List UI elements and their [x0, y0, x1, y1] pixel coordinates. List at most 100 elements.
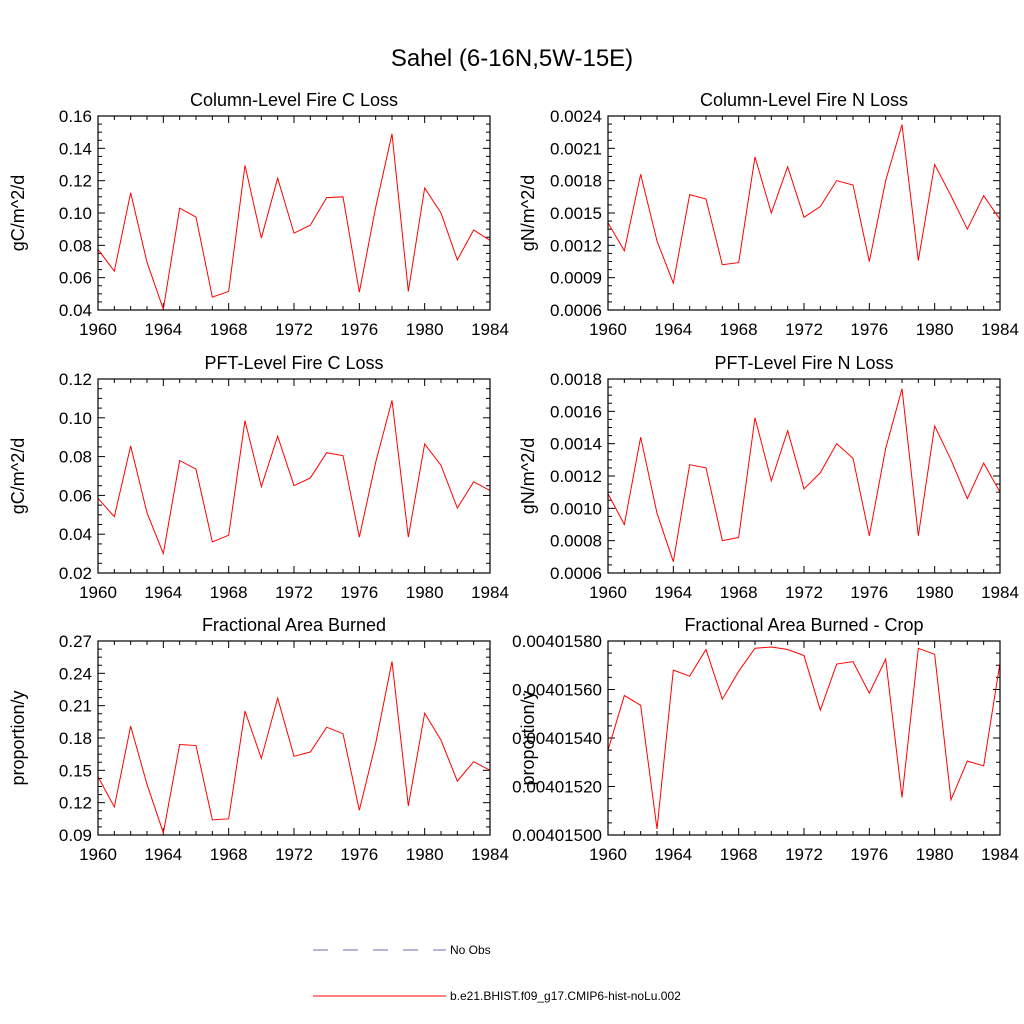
x-tick-label: 1960	[79, 320, 117, 339]
x-tick-label: 1960	[79, 583, 117, 602]
y-tick-label: 0.02	[59, 564, 92, 583]
x-tick-label: 1984	[471, 583, 509, 602]
y-tick-label: 0.06	[59, 269, 92, 288]
y-tick-label: 0.08	[59, 448, 92, 467]
panel-3: PFT-Level Fire C Loss gC/m^2/d 1960 1964 196…	[8, 353, 509, 602]
x-tick-label: 1968	[210, 845, 248, 864]
y-tick-label: 0.0014	[550, 435, 602, 454]
y-tick-label: 0.0010	[550, 499, 602, 518]
plot-frame	[97, 115, 491, 311]
x-tick-label: 1968	[210, 320, 248, 339]
x-tick-label: 1984	[471, 320, 509, 339]
plot-frame	[607, 115, 1001, 311]
x-tick-label: 1968	[210, 583, 248, 602]
y-tick-label: 0.06	[59, 486, 92, 505]
y-tick-label: 0.0009	[550, 269, 602, 288]
y-axis-label: gN/m^2/d	[518, 175, 538, 251]
y-tick-label: 0.27	[59, 632, 92, 651]
y-axis-label: gC/m^2/d	[8, 438, 28, 514]
x-tick-label: 1964	[144, 845, 182, 864]
x-tick-label: 1980	[916, 583, 954, 602]
y-axis-label: proportion/y	[518, 690, 538, 785]
x-tick-label: 1960	[79, 845, 117, 864]
y-tick-label: 0.08	[59, 236, 92, 255]
x-tick-label: 1964	[654, 320, 692, 339]
x-tick-label: 1984	[981, 320, 1019, 339]
panel-1: Column-Level Fire C Loss gC/m^2/d 1960 1964…	[8, 90, 509, 339]
figure-title: Sahel (6-16N,5W-15E)	[391, 45, 633, 72]
y-tick-label: 0.12	[59, 172, 92, 191]
x-tick-label: 1976	[340, 320, 378, 339]
x-tick-label: 1960	[589, 845, 627, 864]
y-tick-label: 0.21	[59, 697, 92, 716]
x-tick-label: 1976	[850, 320, 888, 339]
y-tick-label: 0.04	[59, 301, 92, 320]
panel-title: PFT-Level Fire N Loss	[714, 353, 893, 373]
y-tick-label: 0.0024	[550, 107, 602, 126]
y-tick-label: 0.0008	[550, 532, 602, 551]
x-tick-label: 1984	[981, 583, 1019, 602]
panel-5: Fractional Area Burned proportion/y 1960 19…	[8, 615, 509, 864]
y-axis-label: proportion/y	[8, 690, 28, 785]
y-tick-label: 0.00401540	[512, 729, 602, 748]
x-tick-label: 1960	[589, 320, 627, 339]
y-tick-label: 0.0006	[550, 301, 602, 320]
x-tick-label: 1972	[275, 320, 313, 339]
y-tick-label: 0.10	[59, 409, 92, 428]
y-tick-label: 0.00401580	[512, 632, 602, 651]
y-tick-label: 0.04	[59, 525, 92, 544]
y-tick-label: 0.16	[59, 107, 92, 126]
y-tick-label: 0.0016	[550, 402, 602, 421]
x-tick-label: 1984	[471, 845, 509, 864]
x-tick-label: 1960	[589, 583, 627, 602]
panel-title: Fractional Area Burned - Crop	[684, 615, 923, 635]
panel-title: Column-Level Fire C Loss	[190, 90, 398, 110]
x-tick-label: 1964	[654, 845, 692, 864]
y-tick-label: 0.10	[59, 204, 92, 223]
y-axis-label: gN/m^2/d	[518, 438, 538, 514]
panel-title: PFT-Level Fire C Loss	[204, 353, 383, 373]
x-tick-label: 1972	[785, 583, 823, 602]
legend-label-2: b.e21.BHIST.f09_g17.CMIP6-hist-noLu.002	[450, 989, 681, 1003]
y-tick-label: 0.12	[59, 370, 92, 389]
y-tick-label: 0.0015	[550, 204, 602, 223]
series-line-1	[607, 646, 1001, 830]
y-tick-label: 0.0018	[550, 172, 602, 191]
panel-title: Fractional Area Burned	[202, 615, 386, 635]
x-tick-label: 1964	[654, 583, 692, 602]
x-tick-label: 1964	[144, 320, 182, 339]
x-tick-label: 1976	[850, 845, 888, 864]
y-tick-label: 0.00401500	[512, 826, 602, 845]
x-tick-label: 1972	[275, 845, 313, 864]
x-tick-label: 1968	[720, 845, 758, 864]
y-tick-label: 0.18	[59, 729, 92, 748]
plot-frame	[97, 378, 491, 574]
panels: Column-Level Fire C Loss gC/m^2/d 1960 1964…	[8, 90, 1019, 864]
x-tick-label: 1980	[406, 583, 444, 602]
x-tick-label: 1968	[720, 320, 758, 339]
panel-2: Column-Level Fire N Loss gN/m^2/d 1960 1964…	[518, 90, 1019, 339]
x-tick-label: 1976	[340, 583, 378, 602]
y-tick-label: 0.15	[59, 761, 92, 780]
x-tick-label: 1976	[340, 845, 378, 864]
series-line-1	[97, 661, 491, 835]
y-tick-label: 0.09	[59, 826, 92, 845]
y-tick-label: 0.0012	[550, 236, 602, 255]
series-line-1	[607, 388, 1001, 562]
y-tick-label: 0.12	[59, 794, 92, 813]
x-tick-label: 1984	[981, 845, 1019, 864]
x-tick-label: 1980	[406, 845, 444, 864]
plot-frame	[607, 640, 1001, 836]
series-line-1	[97, 400, 491, 556]
x-tick-label: 1972	[275, 583, 313, 602]
y-tick-label: 0.0012	[550, 467, 602, 486]
x-tick-label: 1980	[916, 320, 954, 339]
y-tick-label: 0.14	[59, 139, 92, 158]
panel-4: PFT-Level Fire N Loss gN/m^2/d 1960 1964 196…	[518, 353, 1019, 602]
plot-frame	[607, 378, 1001, 574]
plot-frame	[97, 640, 491, 836]
panel-6: Fractional Area Burned - Crop proportion/…	[512, 615, 1019, 864]
y-tick-label: 0.00401560	[512, 681, 602, 700]
